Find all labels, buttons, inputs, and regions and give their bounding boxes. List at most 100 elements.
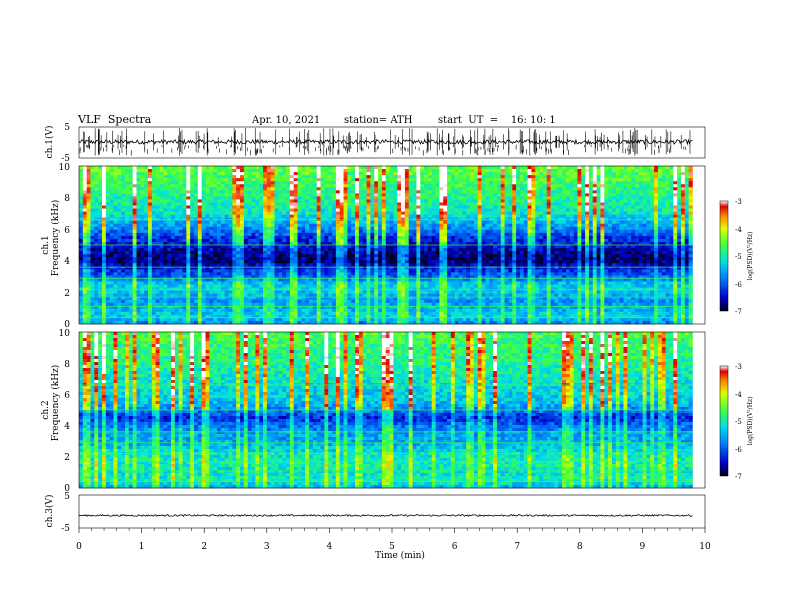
- spectrogram-cell: [370, 296, 375, 300]
- spectrogram-cell: [151, 181, 156, 185]
- spectrogram-cell: [401, 254, 406, 258]
- spectrogram-cell: [121, 281, 126, 285]
- spectrogram-cell: [90, 299, 95, 304]
- spectrogram-cell: [117, 199, 122, 203]
- spectrogram-cell: [148, 278, 153, 282]
- spectrogram-cell: [358, 169, 364, 173]
- spectrogram-cell: [312, 199, 318, 203]
- spectrogram-cell: [220, 196, 225, 200]
- spectrogram-cell: [125, 302, 130, 307]
- spectrogram-cell: [309, 232, 314, 237]
- spectrogram-cell: [397, 269, 402, 273]
- spectrogram-cell: [286, 193, 291, 197]
- spectrogram-cell: [117, 269, 122, 273]
- spectrogram-cell: [132, 166, 137, 170]
- spectrogram-cell: [155, 275, 160, 279]
- spectrogram-cell: [408, 205, 413, 209]
- spectrogram-cell: [381, 299, 387, 304]
- spectrogram-cell: [389, 269, 394, 273]
- spectrogram-cell: [305, 169, 310, 173]
- spectrogram-cell: [151, 251, 156, 255]
- spectrogram-cell: [190, 320, 195, 325]
- spectrogram-cell: [389, 254, 394, 258]
- spectrogram-cell: [305, 245, 310, 249]
- spectrogram-cell: [312, 214, 318, 218]
- spectrogram-cell: [197, 220, 202, 225]
- spectrogram-cell: [266, 199, 272, 203]
- spectrogram-cell: [113, 317, 118, 322]
- spectrogram-cell: [420, 302, 425, 307]
- spectrogram-cell: [151, 169, 156, 173]
- spectrogram-cell: [174, 293, 179, 297]
- spectrogram-cell: [79, 245, 84, 249]
- spectrogram-cell: [148, 208, 153, 212]
- spectrogram-cell: [155, 254, 160, 258]
- spectrogram-cell: [151, 190, 156, 194]
- spectrogram-cell: [217, 278, 222, 282]
- spectrogram-cell: [355, 199, 360, 203]
- spectrogram-cell: [351, 166, 356, 170]
- spectrogram-cell: [224, 172, 229, 176]
- spectrogram-cell: [117, 223, 122, 228]
- spectrogram-cell: [255, 245, 260, 249]
- spectrogram-cell: [186, 281, 191, 285]
- spectrogram-cell: [236, 232, 241, 237]
- spectrogram-cell: [355, 275, 360, 279]
- spectrogram-cell: [301, 232, 306, 237]
- spectrogram-cell: [274, 211, 279, 215]
- spectrogram-cell: [197, 284, 202, 288]
- spectrogram-cell: [236, 241, 241, 246]
- spectrogram-cell: [247, 272, 252, 276]
- spectrogram-cell: [412, 226, 417, 231]
- spectrogram-cell: [389, 172, 394, 176]
- spectrogram-cell: [282, 269, 287, 273]
- spectrogram-cell: [121, 190, 126, 194]
- spectrogram-cell: [274, 190, 279, 194]
- spectrogram-cell: [163, 248, 168, 252]
- spectrogram-cell: [224, 317, 229, 322]
- spectrogram-cell: [259, 272, 264, 276]
- spectrogram-cell: [113, 254, 118, 258]
- spectrogram-cell: [259, 257, 264, 261]
- spectrogram-cell: [194, 178, 199, 182]
- spectrogram-cell: [159, 175, 164, 179]
- spectrogram-cell: [174, 229, 179, 234]
- spectrogram-cell: [251, 217, 256, 221]
- spectrogram-cell: [335, 281, 341, 285]
- spectrogram-cell: [247, 172, 252, 176]
- spectrogram-cell: [144, 263, 149, 267]
- spectrogram-cell: [190, 296, 195, 300]
- spectrogram-cell: [209, 245, 214, 249]
- spectrogram-cell: [297, 272, 302, 276]
- spectrogram-cell: [370, 187, 375, 191]
- spectrogram-cell: [155, 278, 160, 282]
- spectrogram-cell: [144, 305, 149, 310]
- spectrogram-cell: [151, 296, 156, 300]
- spectrogram-cell: [159, 254, 164, 258]
- spectrogram-cell: [309, 172, 314, 176]
- spectrogram-cell: [90, 251, 95, 255]
- spectrogram-cell: [332, 202, 337, 206]
- spectrogram-cell: [140, 314, 145, 319]
- spectrogram-cell: [351, 241, 356, 246]
- spectrogram-cell: [155, 211, 160, 215]
- spectrogram-cell: [90, 311, 95, 316]
- spectrogram-cell: [113, 184, 118, 188]
- spectrogram-cell: [416, 226, 421, 231]
- spectrogram-cell: [186, 238, 191, 243]
- spectrogram-cell: [247, 305, 252, 310]
- spectrogram-cell: [79, 299, 84, 304]
- spectrogram-cell: [155, 305, 160, 310]
- spectrogram-cell: [332, 317, 337, 322]
- spectrogram-cell: [105, 308, 110, 313]
- spectrogram-cell: [385, 302, 390, 307]
- spectrogram-cell: [224, 257, 229, 261]
- spectrogram-cell: [121, 317, 126, 322]
- spectrogram-cell: [378, 275, 383, 279]
- spectrogram-cell: [148, 211, 153, 215]
- spectrogram-cell: [309, 293, 314, 297]
- spectrogram-cell: [136, 275, 141, 279]
- spectrogram-cell: [125, 199, 130, 203]
- spectrogram-cell: [270, 196, 275, 200]
- spectrogram-cell: [293, 202, 298, 206]
